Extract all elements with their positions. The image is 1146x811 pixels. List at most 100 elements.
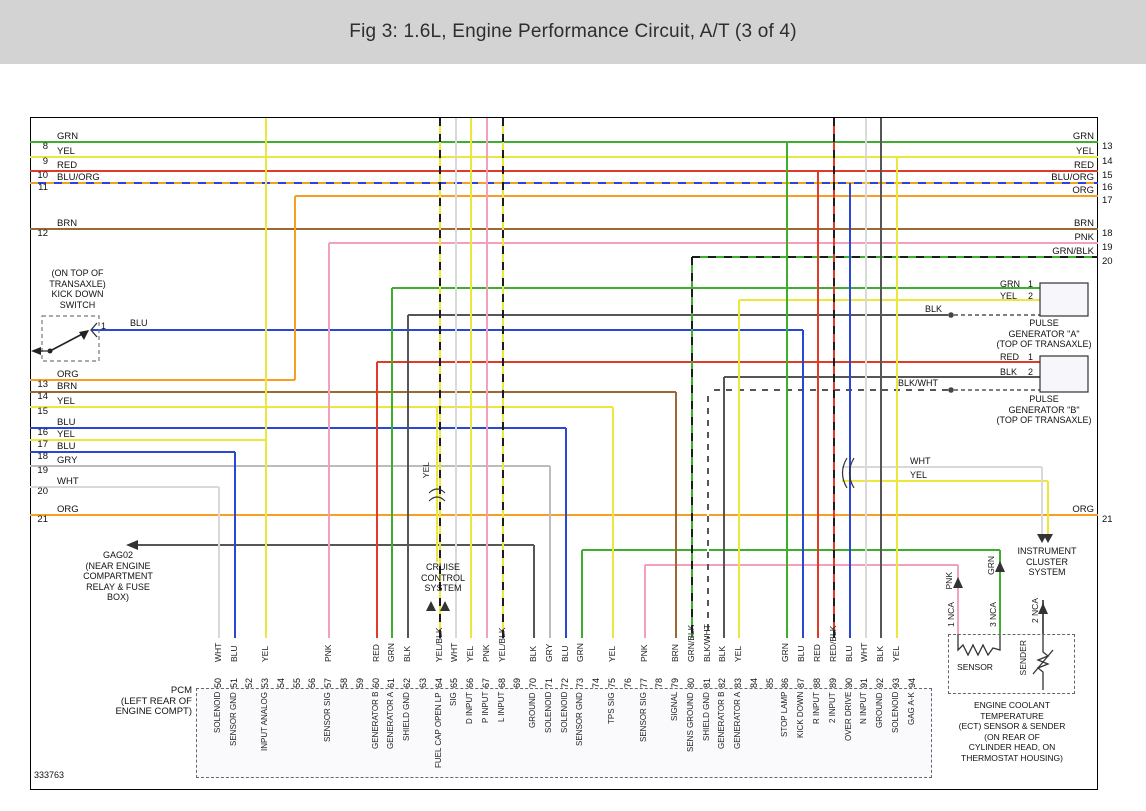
page-title: Fig 3: 1.6L, Engine Performance Circuit,… [349, 21, 797, 42]
pcm-pin: GRN 73 SENSOR GND [574, 604, 590, 780]
pin-number: 76 [622, 677, 633, 688]
pin-wire-color: BLK [528, 645, 539, 662]
pcm-pin: 63 [416, 604, 432, 780]
wire-color-label: RED [1073, 160, 1094, 171]
pin-number: 73 [575, 677, 586, 688]
pin-wire-color [355, 604, 367, 662]
pin-wire-color: PNK [323, 644, 334, 662]
pin-number: 70 [528, 677, 539, 688]
pin-function-label: GENERATOR A [733, 692, 743, 750]
pin-number: 79 [670, 677, 681, 688]
pin-wire-color [765, 604, 777, 662]
wire-color-label: YEL [57, 429, 75, 440]
left-pin-row: 15 YEL [33, 396, 163, 417]
pin-function-label [749, 692, 761, 776]
shield-wire-label: BLK/WHT [898, 378, 939, 388]
ect-pin-label: 2 NCA [1030, 598, 1040, 624]
pin-number: 90 [843, 677, 854, 688]
pin-number: 52 [244, 677, 255, 688]
kick-down-switch-label: (ON TOP OF TRANSAXLE) KICK DOWN SWITCH [49, 268, 106, 310]
pin-function-label: SENSOR SIG [638, 692, 648, 742]
pin-function-label: SENSOR GND [228, 692, 238, 746]
wire-color-label: PNK [1074, 232, 1094, 243]
wire-color-label: BLU/ORG [1051, 172, 1094, 183]
gag02-label: GAG02 (NEAR ENGINE COMPARTMENT RELAY & F… [83, 550, 153, 602]
pin-wire-color: WHT [212, 642, 223, 662]
pcm-pin: 56 [306, 604, 322, 780]
pcm-pin: YEL/BLK 68 L INPUT [495, 604, 511, 780]
wire-color-label: ORG [1072, 504, 1094, 515]
pin-wire-color: GRY [543, 643, 554, 662]
pin-number: 2 [1028, 367, 1034, 377]
left-pin-row: 10 RED [33, 160, 163, 181]
pin-function-label [418, 692, 430, 776]
pcm-pin: YEL 66 D INPUT [463, 604, 479, 780]
pin-function-label: SHIELD GND [402, 692, 412, 741]
wire-color-label: ORG [1072, 185, 1094, 196]
pin-function-label: GROUND [528, 692, 538, 728]
pcm-pin: BLK 92 GROUND [873, 604, 889, 780]
pin-number: 1 [1028, 352, 1034, 362]
pin-number: 10 [37, 170, 48, 181]
pin-wire-color: YEL [260, 645, 271, 662]
pin-wire-color: PNK [480, 644, 491, 662]
pcm-pin: BLU 87 KICK DOWN [794, 604, 810, 780]
pin-wire-color: GRN [386, 643, 397, 662]
pin-number: 18 [37, 451, 48, 462]
pcm-pin: RED 88 R INPUT [810, 604, 826, 780]
left-pin-row: 18 BLU [33, 441, 163, 462]
pin-number: 21 [37, 514, 48, 525]
wire-color-label: WHT [910, 456, 931, 466]
pin-number: 2 [1028, 291, 1034, 301]
pin-function-label: 2 INPUT [827, 692, 837, 723]
wire-color-label: GRN [986, 556, 996, 575]
pin-wire-color: YEL [465, 645, 476, 662]
left-pin-row: 19 GRY [33, 455, 163, 476]
pcm-pin: 58 [337, 604, 353, 780]
pin-number: 89 [827, 677, 838, 688]
pin-number: 11 [38, 182, 48, 193]
pin-wire-color [591, 604, 603, 662]
pin-number: 21 [1102, 514, 1113, 525]
left-pin-row: 8 GRN [33, 131, 163, 152]
pcm-pin: BLK 62 SHIELD GND [400, 604, 416, 780]
wire-color-label: GRN [1000, 279, 1020, 289]
pin-wire-color [512, 604, 524, 662]
wire-color-label: BLU [57, 441, 76, 452]
pin-number: 86 [780, 677, 791, 688]
pin-number: 68 [496, 677, 507, 688]
pcm-pin: 74 [589, 604, 605, 780]
pin-wire-color: BRN [670, 644, 681, 662]
pin-function-label: KICK DOWN [796, 692, 806, 739]
pcm-pin: YEL/BLK 64 FUEL CAP OPEN LP [432, 604, 448, 780]
pin-wire-color: BLK/WHT [701, 624, 712, 662]
pin-wire-color: BLK [402, 645, 413, 662]
wire-color-label: GRN [1072, 131, 1094, 142]
pin-function-label: D INPUT [465, 692, 475, 724]
pcm-pin: WHT 65 SIG [447, 604, 463, 780]
pin-function-label: SHIELD GND [701, 692, 711, 741]
right-pin-row: PNK 19 [1016, 232, 1126, 253]
pin-number: 15 [37, 406, 48, 417]
pin-wire-color [276, 604, 288, 662]
wire-color-label: RED [1000, 352, 1020, 362]
pin-function-label [292, 692, 304, 776]
pcm-label: PCM (LEFT REAR OF ENGINE COMPT) [115, 685, 192, 717]
ect-sensor-box [948, 634, 1075, 694]
pin-number: 53 [260, 677, 271, 688]
pcm-pin: RED 60 GENERATOR B [369, 604, 385, 780]
pin-function-label [512, 692, 524, 776]
pin-number: 93 [890, 677, 901, 688]
pcm-pin: YEL 93 SOLENOID [889, 604, 905, 780]
ect-title: ENGINE COOLANT TEMPERATURE (ECT) SENSOR … [958, 700, 1066, 763]
pcm-pin: 59 [353, 604, 369, 780]
wire-color-label: GRN [57, 131, 79, 142]
pin-function-label: GROUND [875, 692, 885, 728]
pin-number: 13 [37, 379, 48, 390]
pin-wire-color: RED/BLK [827, 625, 838, 662]
pin-wire-color [654, 604, 666, 662]
pin-number: 1 [1028, 279, 1034, 289]
pin-wire-color: YEL/BLK [433, 627, 444, 663]
pin-wire-color: BLK [717, 645, 728, 662]
